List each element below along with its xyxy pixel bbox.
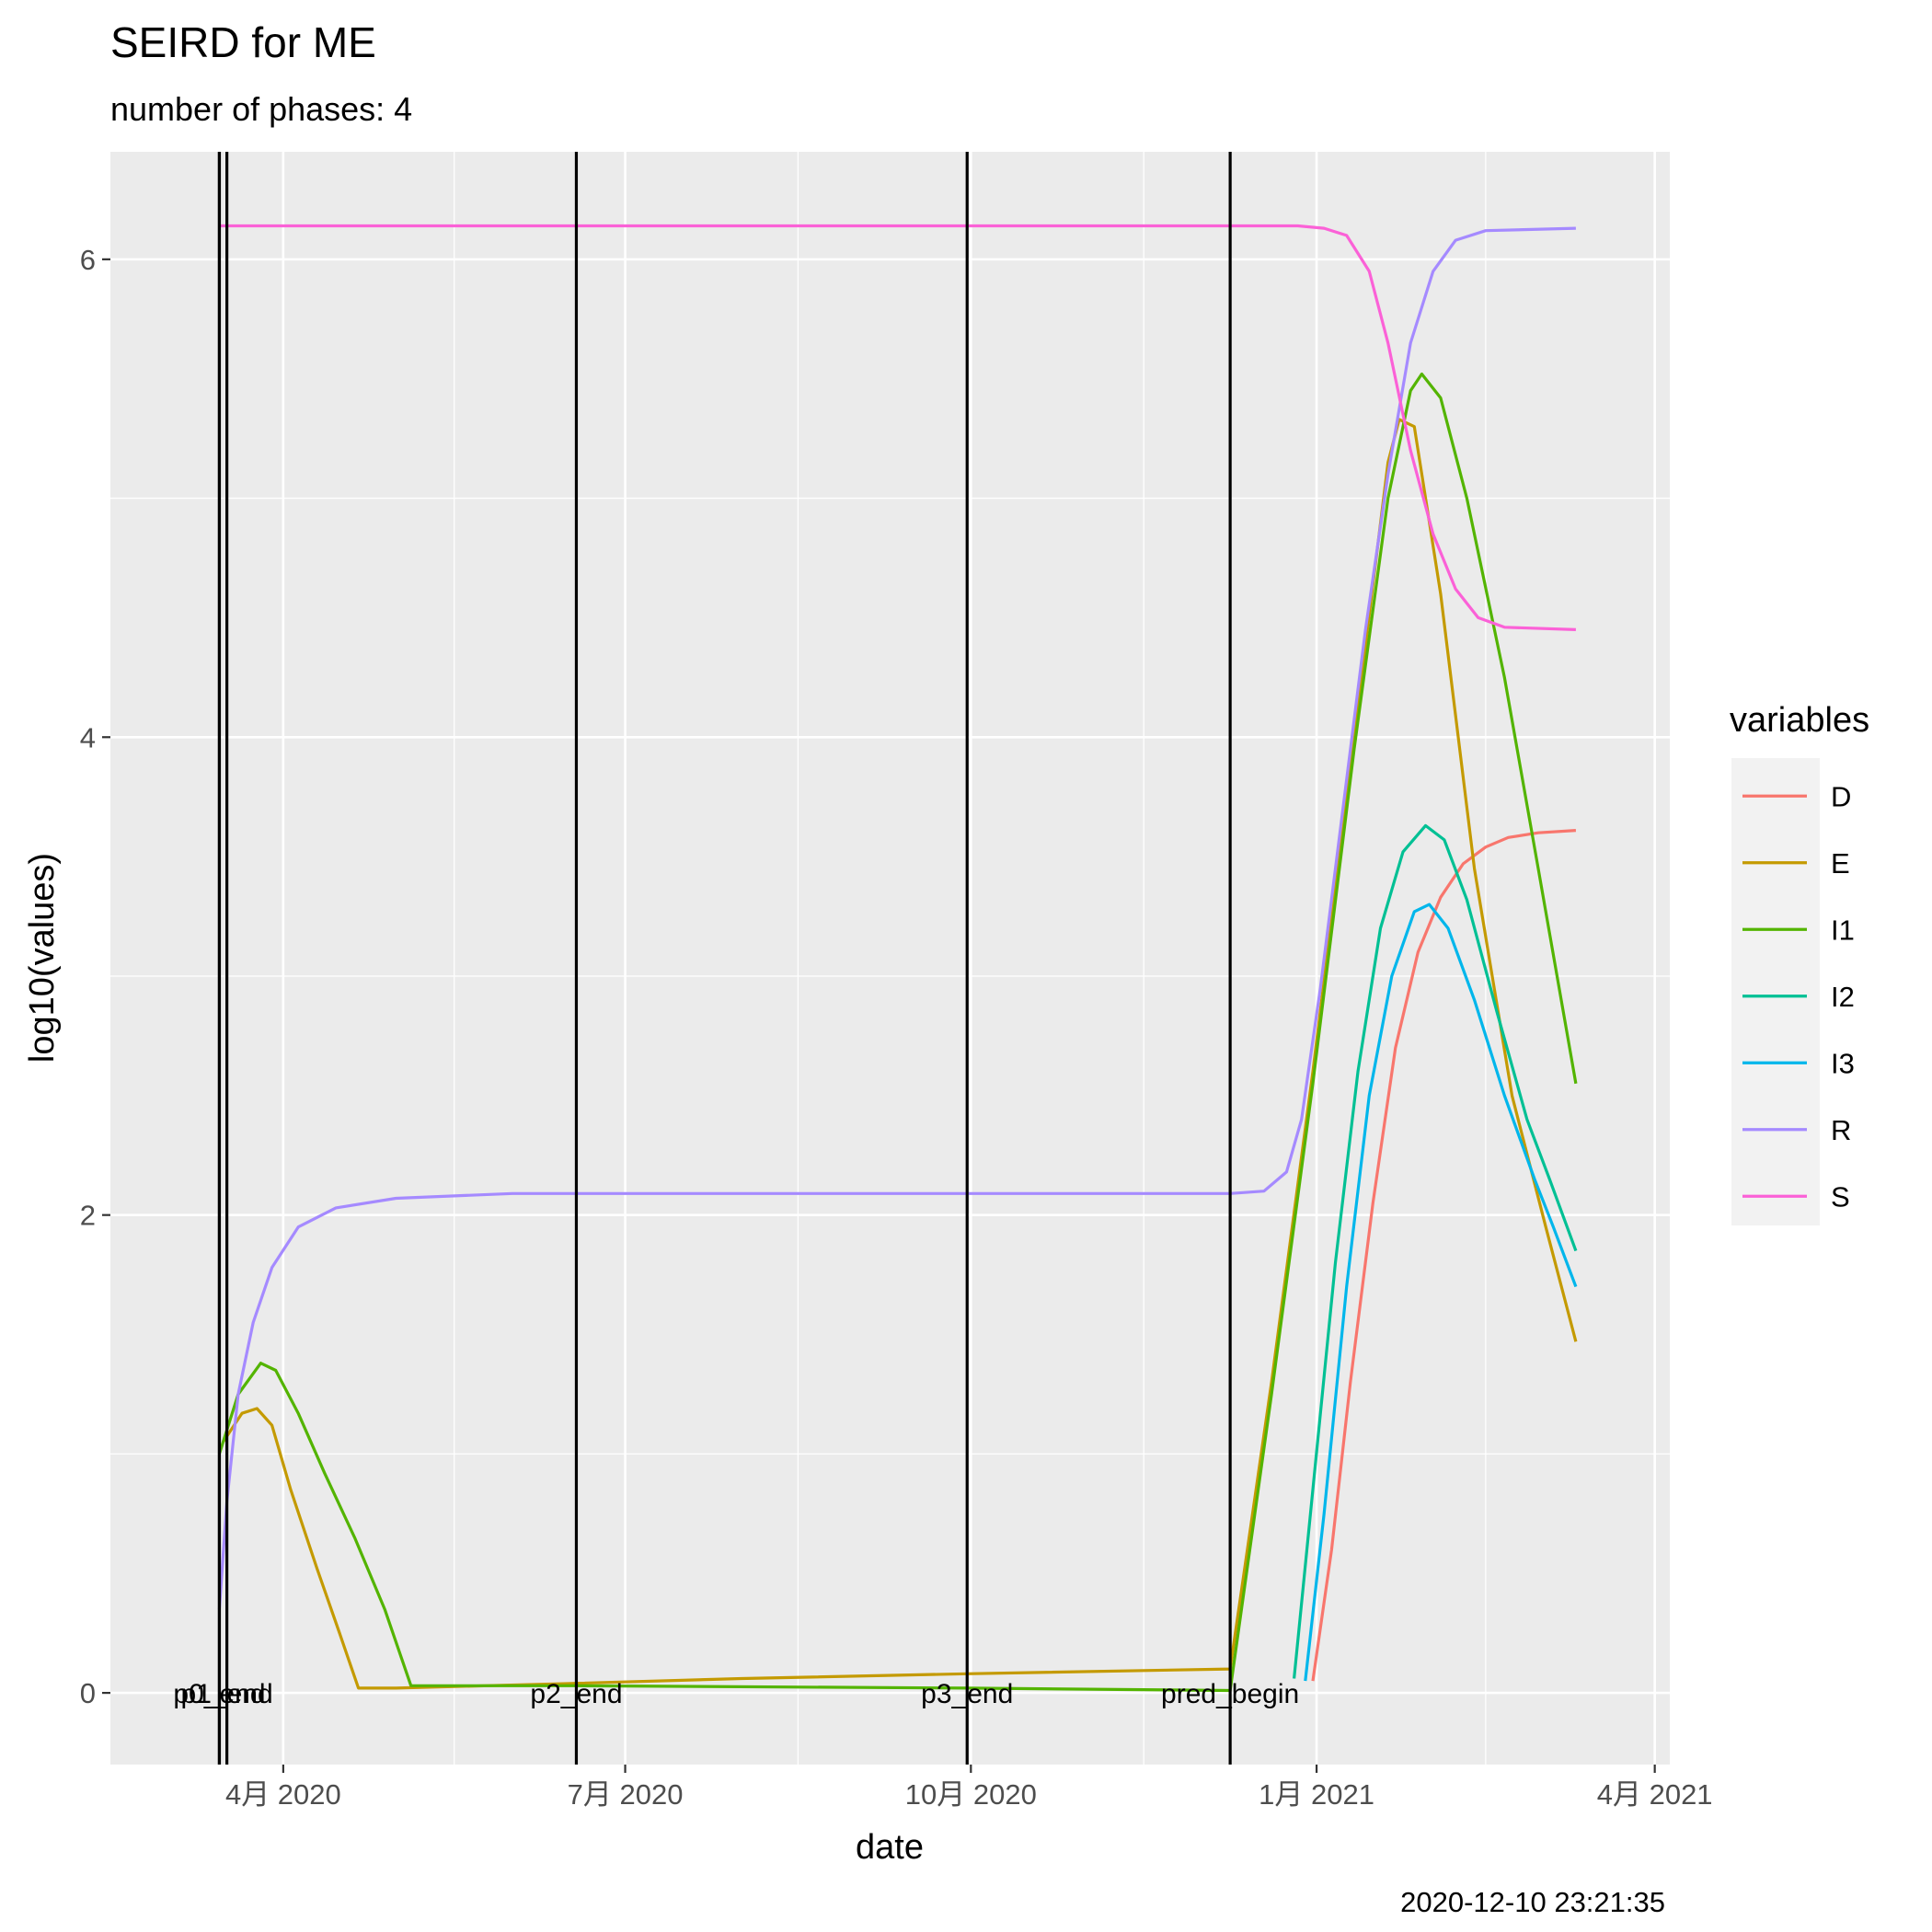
legend-label-i2: I2: [1831, 981, 1855, 1013]
series-line-e: [222, 418, 1578, 1690]
x-axis: 4月 2020 7月 2020 10月 2020 1月 2021 4月 2021: [225, 1765, 1713, 1811]
major-gridlines: [110, 152, 1670, 1765]
phase-label-p1-end: p1_end: [181, 1679, 273, 1709]
legend-label-d: D: [1831, 780, 1851, 812]
x-tick-label: 7月 2020: [568, 1778, 684, 1811]
legend-key-background: [1731, 758, 1820, 1225]
chart-subtitle: number of phases: 4: [110, 90, 412, 128]
plot-panel: [110, 152, 1670, 1765]
legend-title: variables: [1730, 701, 1869, 740]
phase-label-p2-end: p2_end: [530, 1679, 622, 1709]
legend-label-i3: I3: [1831, 1047, 1855, 1079]
chart-caption: 2020-12-10 23:21:35: [1400, 1886, 1665, 1918]
series-line-s: [219, 224, 1576, 631]
phase-vlines: [217, 152, 1232, 1765]
y-tick-label: 6: [80, 244, 96, 276]
y-axis: 0 2 4 6: [80, 244, 110, 1709]
series-line-r: [217, 226, 1576, 1610]
y-tick-label: 0: [80, 1677, 96, 1709]
legend-label-s: S: [1831, 1180, 1850, 1213]
phase-label-p3-end: p3_end: [921, 1679, 1013, 1709]
x-axis-title: date: [856, 1828, 924, 1867]
series-line-i3: [1304, 903, 1578, 1682]
phase-label-p0-end: p0_end: [173, 1679, 265, 1709]
y-tick-label: 4: [80, 721, 96, 753]
x-tick-label: 4月 2020: [225, 1778, 341, 1811]
phase-label-pred-begin: pred_begin: [1161, 1679, 1299, 1709]
x-tick-label: 1月 2021: [1259, 1778, 1374, 1811]
minor-gridlines: [110, 152, 1670, 1765]
x-tick-label: 10月 2020: [905, 1778, 1037, 1811]
x-tick-label: 4月 2021: [1597, 1778, 1713, 1811]
legend-label-i1: I1: [1831, 914, 1855, 946]
series-line-i2: [1293, 823, 1578, 1679]
legend-label-e: E: [1831, 847, 1850, 880]
series-line-d: [1311, 829, 1577, 1682]
chart-title: SEIRD for ME: [110, 18, 376, 66]
y-tick-label: 2: [80, 1200, 96, 1232]
legend-label-r: R: [1831, 1114, 1851, 1146]
legend: D E I1 I2 I3 R S: [1742, 780, 1855, 1213]
y-axis-title: log10(values): [23, 853, 62, 1063]
